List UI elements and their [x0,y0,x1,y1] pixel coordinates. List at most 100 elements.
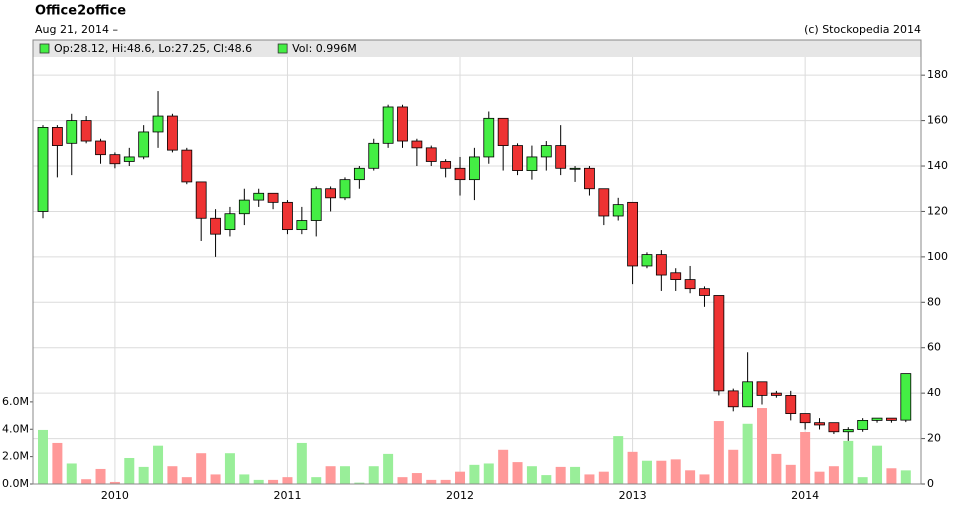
candle-body [80,120,92,142]
candle-body [382,106,394,144]
candle-body [627,201,638,267]
volume-bar [210,474,221,484]
candle-body [857,420,869,430]
volume-bar [52,442,63,484]
candle-body [483,117,495,158]
candle-body [468,156,480,181]
volume-tick-label: 4.0M [2,422,29,435]
candle-body [123,156,135,162]
x-tick-label: 2011 [273,489,301,502]
volume-bar [239,474,250,484]
candle-body [411,140,423,149]
legend-swatch [277,43,288,54]
candle-body [181,149,193,183]
volume-bar [627,451,638,484]
candle-body [799,413,811,424]
volume-bar [368,466,379,484]
candle-body [727,390,739,408]
volume-bar [570,466,581,484]
candle-body [569,167,581,170]
candle-body [66,120,78,144]
y-tick-label: 80 [927,295,941,308]
candle-body [540,145,552,158]
y-tick-label: 20 [927,432,941,445]
candle-body [612,204,624,217]
candle-body [339,179,351,199]
chart-subtitle: Aug 21, 2014 – [35,23,118,36]
legend-swatch [39,43,50,54]
candle-body [584,167,595,190]
y-tick-label: 180 [927,68,948,81]
candle-body [713,295,725,392]
volume-bar [685,470,696,484]
volume-tick-label: 0.0M [2,477,29,490]
candle-body [526,156,538,171]
volume-bar [109,481,120,484]
volume-bar [771,453,782,484]
candle-body [397,106,408,142]
y-tick-label: 40 [927,386,941,399]
legend-label: Vol: 0.996M [292,42,357,55]
candle-body [325,188,337,199]
candle-body [742,381,754,408]
candle-body [655,254,667,276]
volume-bar [253,479,264,484]
candle-body [224,213,236,231]
candle-body [512,145,523,171]
volume-bar [38,429,48,484]
candle-body [785,395,797,414]
candle-body [886,417,897,421]
x-tick-label: 2013 [619,489,647,502]
candle-body [267,192,279,203]
candle-body [109,154,121,165]
candle-body [368,142,380,169]
candle-body [253,192,265,201]
volume-bar [656,460,667,484]
candle-body [670,272,682,280]
candle-body [828,422,840,433]
volume-bar [455,471,466,484]
candle-body [842,429,854,433]
volume-bar [713,421,724,484]
volume-bar [900,470,911,484]
volume-bar [66,463,77,484]
credit: (c) Stockopedia 2014 [804,23,921,36]
volume-bar [196,453,207,484]
candle-body [440,161,452,169]
volume-bar [598,471,609,484]
legend-bar [33,40,921,57]
x-tick-label: 2010 [101,489,129,502]
volume-bar [95,468,106,484]
candle-body [699,288,710,296]
volume-bar [555,466,566,484]
y-tick-label: 60 [927,341,941,354]
y-tick-label: 140 [927,159,948,172]
candle-body [238,199,250,215]
candle-body [282,201,293,231]
y-tick-label: 120 [927,204,948,217]
y-tick-label: 100 [927,250,948,263]
candle-body [353,167,365,181]
volume-bar [872,445,883,484]
volume-bar [426,479,437,484]
candle-body [310,188,322,221]
candle-body [814,422,825,426]
y-tick-label: 0 [927,477,934,490]
volume-bar [613,436,624,484]
volume-bar [440,479,451,484]
chart-title: Office2office [35,4,126,19]
volume-bar [181,477,192,484]
volume-bar [224,453,235,484]
volume-bar [282,477,293,484]
candle-body [497,117,509,146]
volume-bar [153,445,164,484]
x-tick-label: 2012 [446,489,474,502]
candle-body [871,417,883,421]
volume-bar [268,479,279,484]
volume-bar [81,479,92,484]
volume-bar [814,471,825,484]
volume-bar [757,408,767,484]
volume-bar [541,475,552,484]
volume-tick-label: 6.0M [2,395,29,408]
